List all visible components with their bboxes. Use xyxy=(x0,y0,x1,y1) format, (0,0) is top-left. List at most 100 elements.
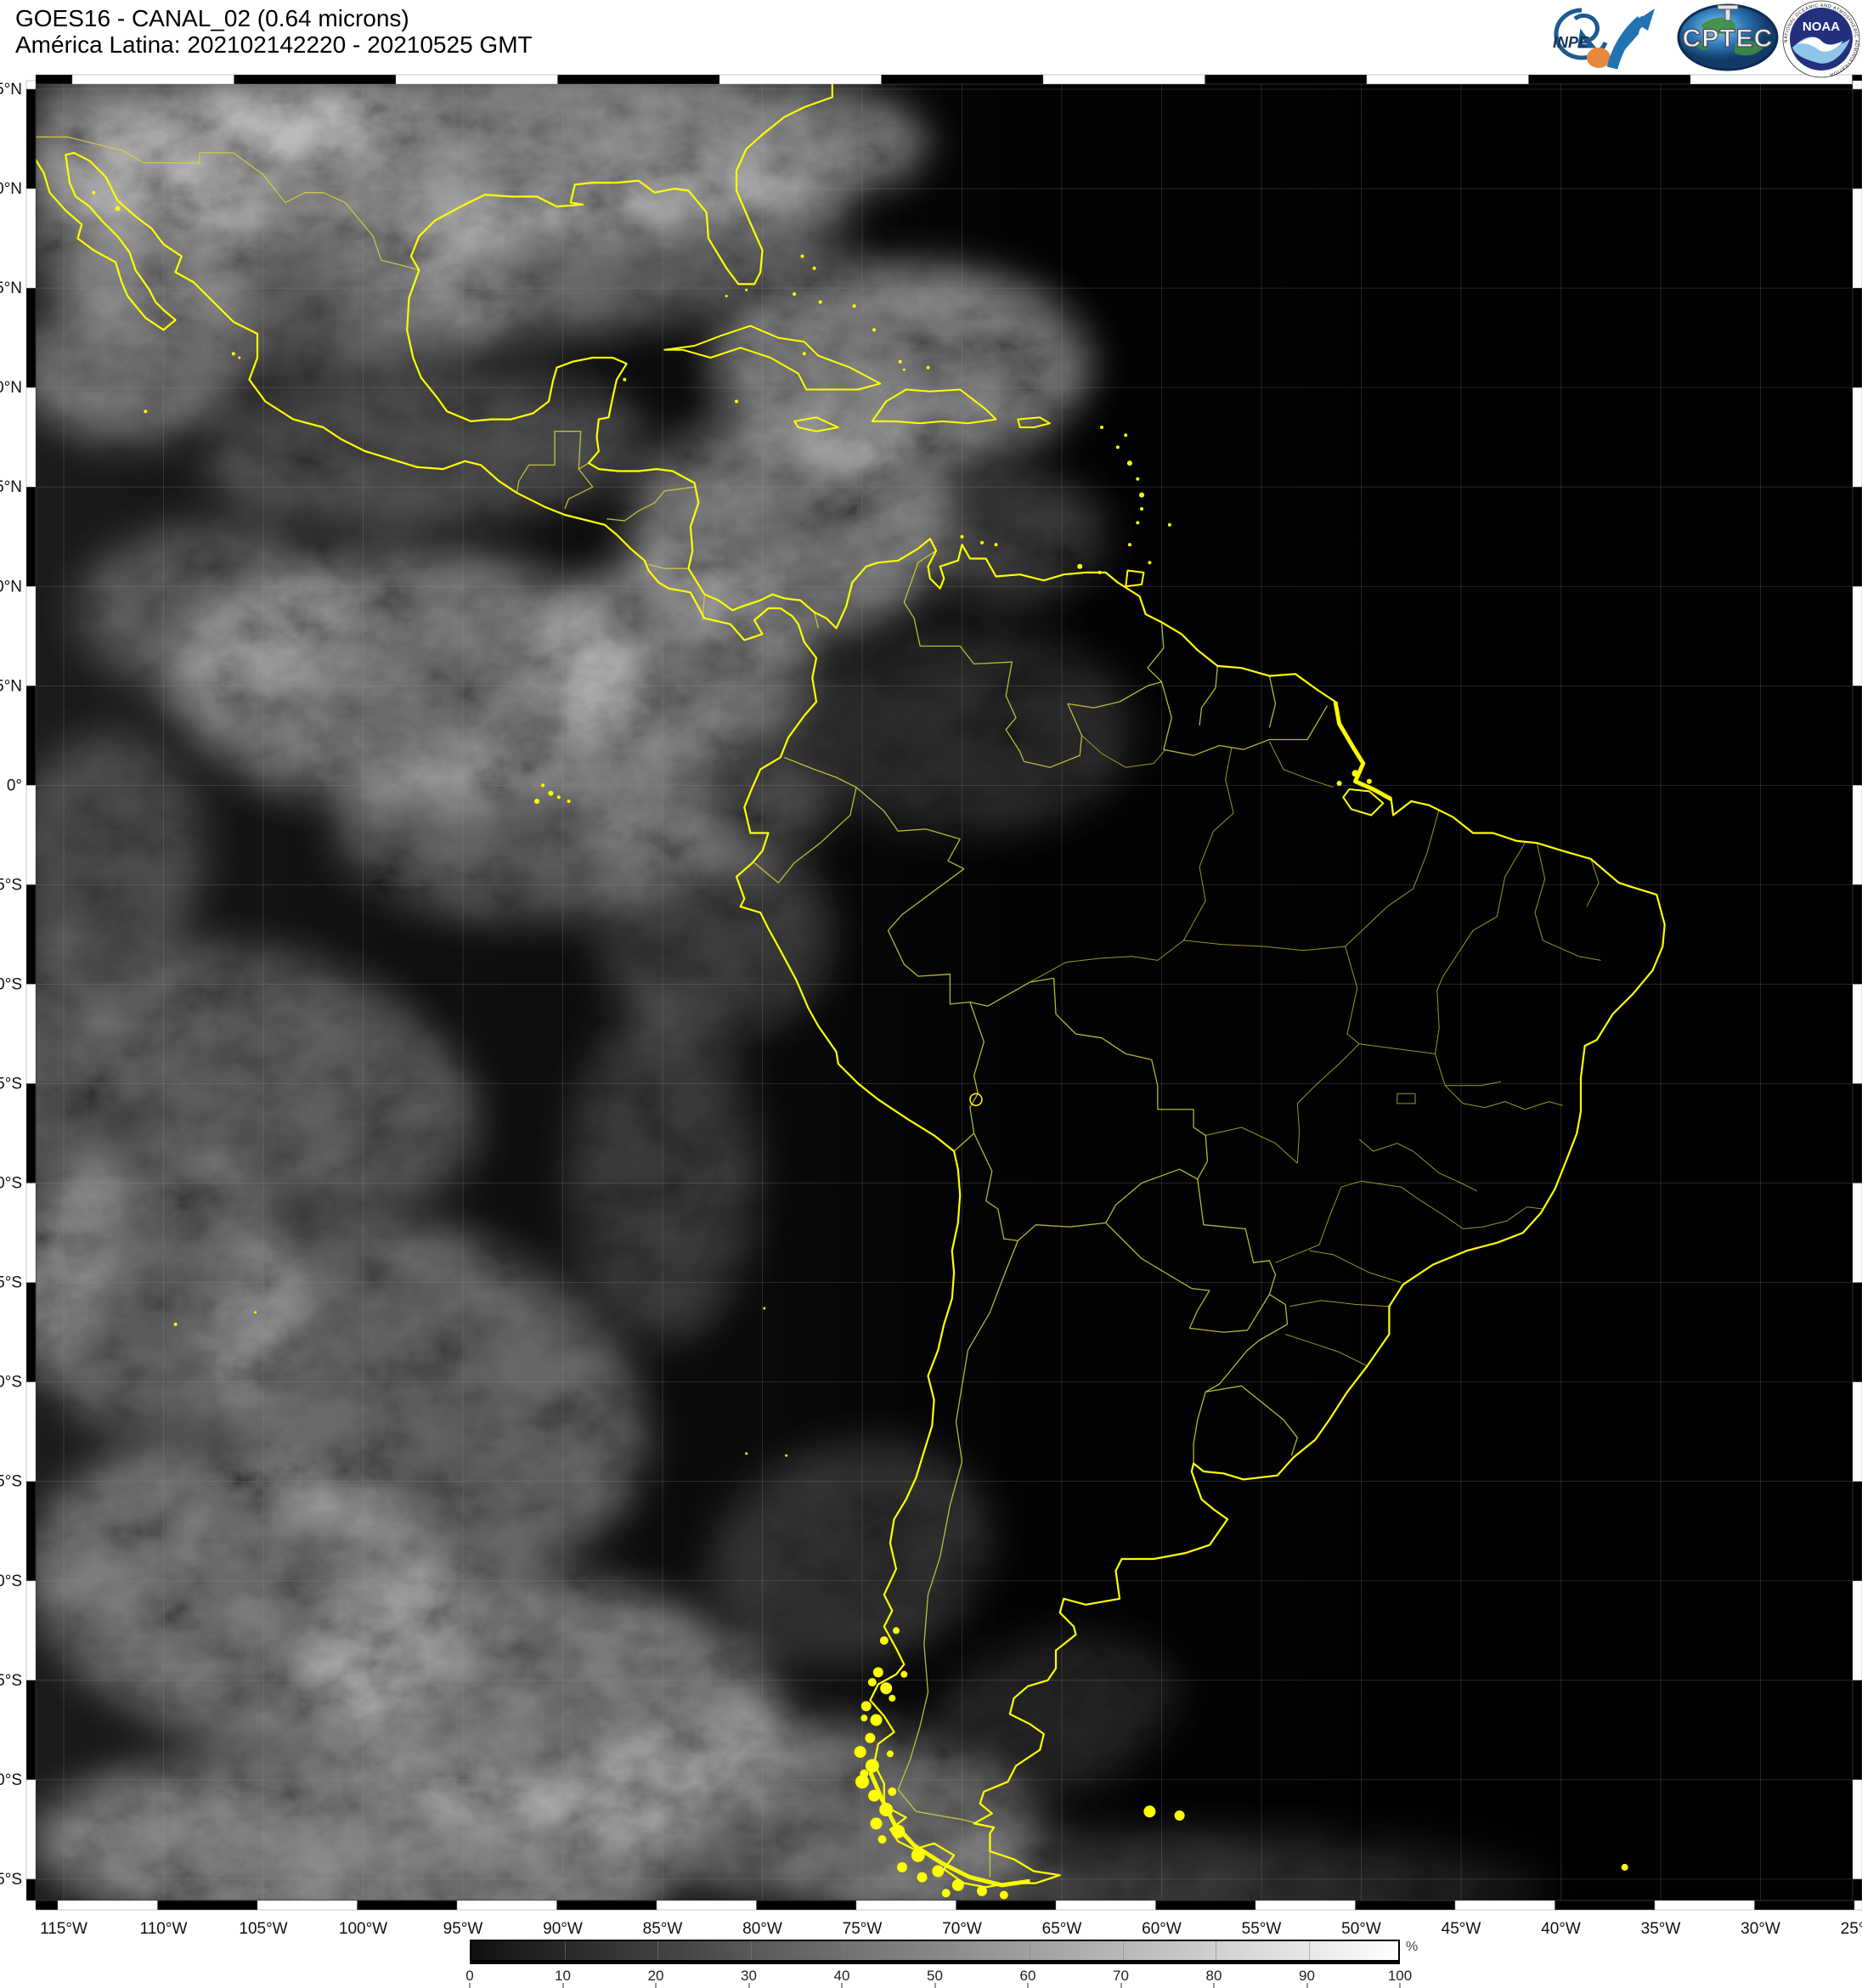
lon-tick-label: 90°W xyxy=(543,1920,583,1938)
island-dot xyxy=(1175,1810,1185,1821)
island-dot xyxy=(900,1671,907,1678)
colorbar-tick-label: 100 xyxy=(1388,1968,1412,1985)
colorbar-bottom-ticks xyxy=(470,1983,1400,1988)
colorbar-tick-label: 70 xyxy=(1113,1968,1129,1985)
lat-tick-label: 45°S xyxy=(0,1672,22,1690)
island-dot xyxy=(745,289,748,291)
island-dot xyxy=(1128,543,1131,546)
lat-tick-label: 30°S xyxy=(0,1374,22,1392)
lat-tick-label: 20°N xyxy=(0,379,22,397)
colorbar-bottom-tick xyxy=(562,1983,564,1988)
island-dot xyxy=(1098,571,1102,574)
lon-tick-label: 45°W xyxy=(1442,1920,1481,1938)
lon-tick-label: 80°W xyxy=(742,1920,782,1938)
island-dot xyxy=(887,1750,894,1757)
colorbar-divider xyxy=(1309,1941,1310,1960)
lat-tick-label: 20°S xyxy=(0,1175,22,1193)
lon-tick-label: 110°W xyxy=(140,1920,188,1938)
island-dot xyxy=(1140,507,1143,511)
island-dot xyxy=(819,301,822,304)
colorbar-tick-label: 0 xyxy=(466,1968,473,1985)
island-dot xyxy=(1148,561,1151,564)
colorbar-bottom-tick xyxy=(1399,1983,1401,1988)
colorbar-divider xyxy=(565,1941,566,1960)
island-dot xyxy=(1000,1891,1008,1900)
lon-tick-label: 35°W xyxy=(1641,1920,1681,1938)
lon-tick-label: 100°W xyxy=(339,1920,387,1938)
island-dot xyxy=(860,1770,868,1778)
island-dot xyxy=(868,1678,877,1686)
lat-tick-label: 5°N xyxy=(0,677,22,695)
night-terminator xyxy=(36,81,1862,1900)
lat-tick-label: 25°S xyxy=(0,1274,22,1292)
lon-tick-label: 95°W xyxy=(443,1920,483,1938)
lat-tick-label: 10°S xyxy=(0,975,22,993)
inpe-logo: INPE xyxy=(1531,0,1675,73)
lat-tick-label: 50°S xyxy=(0,1771,22,1789)
island-dot xyxy=(1136,477,1139,481)
island-dot xyxy=(1168,523,1171,527)
island-dot xyxy=(116,206,121,212)
colorbar-divider xyxy=(657,1941,658,1960)
island-dot xyxy=(861,1701,872,1711)
island-dot xyxy=(917,1872,928,1883)
island-dot xyxy=(866,1759,879,1773)
island-dot xyxy=(174,1323,178,1326)
island-dot xyxy=(557,795,561,799)
island-dot xyxy=(1143,1805,1155,1817)
island-dot xyxy=(860,1714,867,1721)
island-dot xyxy=(541,783,544,787)
island-dot xyxy=(725,295,728,297)
island-dot xyxy=(977,1886,987,1896)
logo-bar: INPE CPTEC NATIONAL OCEANIC AND ATMOSPHE… xyxy=(1531,0,1862,78)
lon-tick-label: 75°W xyxy=(843,1920,883,1938)
island-dot xyxy=(927,366,930,370)
inpe-logo-label: INPE xyxy=(1553,34,1589,51)
lon-tick-label: 25°W xyxy=(1841,1920,1862,1938)
island-dot xyxy=(793,292,796,296)
lon-tick-label: 70°W xyxy=(942,1920,982,1938)
lat-tick-label: 40°S xyxy=(0,1573,22,1590)
lon-tick-label: 115°W xyxy=(40,1920,87,1938)
colorbar-bottom-tick xyxy=(1213,1983,1215,1988)
island-dot xyxy=(1139,493,1144,498)
colorbar-tick-label: 10 xyxy=(555,1968,571,1985)
lon-tick-label: 50°W xyxy=(1341,1920,1381,1938)
lat-tick-label: 15°S xyxy=(0,1076,22,1093)
island-dot xyxy=(891,1825,905,1838)
cptec-logo-label: CPTEC xyxy=(1683,25,1774,53)
colorbar-bottom-tick xyxy=(934,1983,936,1988)
lat-tick-label: 35°N xyxy=(0,81,22,99)
lon-tick-label: 60°W xyxy=(1142,1920,1182,1938)
colorbar-bottom-tick xyxy=(841,1983,843,1988)
lon-tick-label: 55°W xyxy=(1242,1920,1282,1938)
island-dot xyxy=(238,357,240,359)
noaa-logo: NATIONAL OCEANIC AND ATMOSPHERIC ADMINIS… xyxy=(1780,0,1862,78)
island-dot xyxy=(1100,426,1103,429)
island-dot xyxy=(980,541,984,545)
colorbar-tick-label: 50 xyxy=(927,1968,943,1985)
noaa-logo-label: NOAA xyxy=(1803,20,1840,34)
island-dot xyxy=(889,1695,895,1702)
lat-tick-label: 5°S xyxy=(0,876,22,894)
inpe-orange-dot-icon xyxy=(1587,48,1611,68)
island-dot xyxy=(872,328,876,331)
island-dot xyxy=(785,1454,787,1457)
colorbar-unit-label: % xyxy=(1406,1940,1418,1955)
colorbar-gradient xyxy=(470,1940,1400,1964)
lon-tick-label: 85°W xyxy=(643,1920,683,1938)
colorbar-bottom-tick xyxy=(748,1983,750,1988)
island-dot xyxy=(899,360,902,364)
island-dot xyxy=(995,543,998,546)
island-dot xyxy=(1116,445,1120,449)
island-dot xyxy=(853,304,856,308)
island-dot xyxy=(873,1667,883,1677)
colorbar-divider xyxy=(1123,1941,1124,1960)
island-dot xyxy=(548,791,553,796)
page-subtitle: América Latina: 202102142220 - 20210525 … xyxy=(15,31,533,58)
island-dot xyxy=(534,799,539,804)
island-dot xyxy=(871,1714,883,1726)
island-dot xyxy=(232,352,235,355)
